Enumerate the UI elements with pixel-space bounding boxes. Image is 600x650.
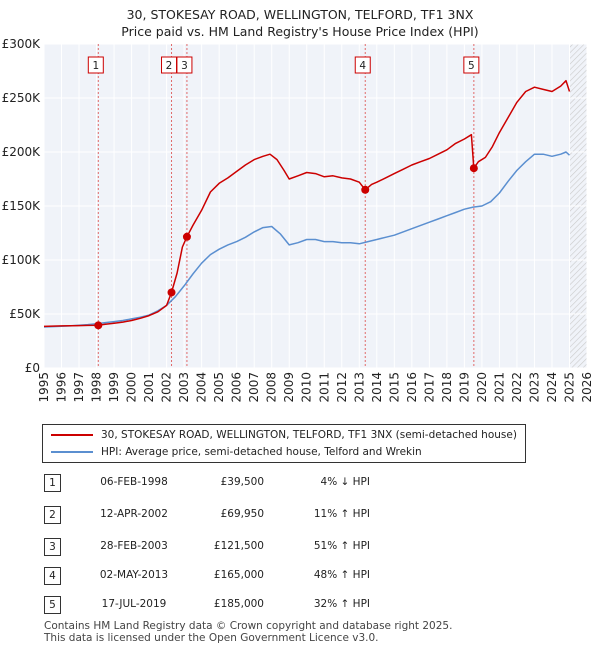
transaction-date: 02-MAY-2013 [99, 569, 169, 581]
transaction-row: 4 02-MAY-2013 £165,000 48% ↑ HPI [44, 567, 444, 587]
x-tick-label: 1998 [90, 372, 104, 403]
y-tick-label: £0 [25, 361, 40, 375]
property-price-line [43, 79, 571, 328]
x-tick-label: 2011 [317, 372, 331, 403]
transaction-price: £69,950 [220, 508, 264, 520]
price-chart: 1 2 3 4 5£0£50K£100K£150K£200K£250K£300K1995… [2, 37, 594, 403]
transaction-marker [361, 185, 370, 194]
x-tick-label: 2018 [440, 372, 454, 403]
x-tick-label: 2001 [142, 372, 156, 403]
x-tick-label: 2004 [195, 372, 209, 403]
x-tick-label: 2020 [475, 372, 489, 403]
transaction-label: 5 [468, 60, 475, 72]
transaction-date: 06-FEB-1998 [100, 476, 168, 488]
y-tick-label: £200K [2, 145, 42, 159]
transaction-number: 2 [44, 506, 61, 524]
transaction-label-box [87, 56, 104, 74]
x-tick-label: 2019 [457, 372, 471, 403]
x-tick-label: 1997 [72, 372, 86, 403]
transaction-label-box [463, 56, 480, 74]
x-tick-label: 2022 [510, 372, 524, 403]
transaction-hpi-change: 32% ↑ HPI [313, 598, 370, 610]
transaction-date: 28-FEB-2003 [100, 540, 168, 552]
chart-title: 30, STOKESAY ROAD, WELLINGTON, TELFORD, … [126, 7, 474, 22]
x-tick-label: 2000 [125, 372, 139, 403]
legend-label-property: 30, STOKESAY ROAD, WELLINGTON, TELFORD, … [101, 429, 517, 441]
transaction-label-box [176, 56, 193, 74]
transaction-row: 5 17-JUL-2019 £185,000 32% ↑ HPI [44, 596, 444, 616]
transaction-row: 1 06-FEB-1998 £39,500 4% ↓ HPI [44, 474, 444, 494]
transaction-label: 2 [166, 60, 173, 72]
transaction-label: 3 [181, 60, 188, 72]
transaction-label-box [354, 56, 371, 74]
legend-swatch-property [51, 434, 93, 436]
transaction-number: 5 [44, 596, 61, 614]
x-tick-label: 2016 [405, 372, 419, 403]
footer-licence: This data is licensed under the Open Gov… [44, 632, 379, 644]
x-tick-label: 2005 [212, 372, 226, 403]
x-tick-label: 2009 [282, 372, 296, 403]
x-tick-label: 2026 [580, 372, 594, 403]
chart-subtitle: Price paid vs. HM Land Registry's House … [121, 24, 479, 39]
y-tick-label: £250K [2, 91, 42, 105]
x-tick-label: 2014 [370, 372, 384, 403]
transaction-marker [182, 232, 191, 241]
hpi-line [43, 151, 571, 328]
transaction-price: £165,000 [213, 569, 264, 581]
legend-swatch-hpi [51, 451, 93, 453]
transaction-marker [167, 288, 176, 297]
transaction-hpi-change: 4% ↓ HPI [320, 476, 370, 488]
footer-copyright: Contains HM Land Registry data © Crown c… [44, 620, 453, 632]
transaction-date: 17-JUL-2019 [101, 598, 167, 610]
transaction-hpi-change: 48% ↑ HPI [313, 569, 370, 581]
transaction-label: 1 [92, 60, 99, 72]
transaction-row: 3 28-FEB-2003 £121,500 51% ↑ HPI [44, 538, 444, 558]
x-tick-label: 2010 [300, 372, 314, 403]
transaction-number: 4 [44, 567, 61, 585]
x-tick-label: 2024 [545, 372, 559, 403]
transaction-number: 1 [44, 474, 61, 492]
x-tick-label: 2025 [562, 372, 576, 403]
y-tick-label: £100K [2, 253, 42, 267]
transaction-hpi-change: 51% ↑ HPI [313, 540, 370, 552]
transaction-price: £185,000 [213, 598, 264, 610]
transaction-marker [94, 321, 103, 330]
legend: 30, STOKESAY ROAD, WELLINGTON, TELFORD, … [42, 424, 526, 463]
legend-label-hpi: HPI: Average price, semi-detached house,… [101, 446, 422, 458]
x-tick-label: 2002 [160, 372, 174, 403]
x-tick-label: 2012 [335, 372, 349, 403]
x-tick-label: 2008 [265, 372, 279, 403]
x-tick-label: 2015 [387, 372, 401, 403]
transaction-hpi-change: 11% ↑ HPI [313, 508, 370, 520]
transaction-date: 12-APR-2002 [100, 508, 168, 520]
transaction-price: £39,500 [220, 476, 264, 488]
x-tick-label: 2007 [247, 372, 261, 403]
y-tick-label: £150K [2, 199, 42, 213]
y-tick-label: £300K [2, 37, 42, 51]
x-tick-label: 2006 [230, 372, 244, 403]
transaction-marker [469, 164, 478, 173]
y-tick-label: £50K [9, 307, 41, 321]
transaction-row: 2 12-APR-2002 £69,950 11% ↑ HPI [44, 506, 444, 526]
x-tick-label: 2003 [177, 372, 191, 403]
x-tick-label: 1995 [37, 372, 51, 403]
transaction-number: 3 [44, 538, 61, 556]
x-tick-label: 1996 [55, 372, 69, 403]
x-tick-label: 2023 [527, 372, 541, 403]
x-tick-label: 2021 [492, 372, 506, 403]
transaction-price: £121,500 [213, 540, 264, 552]
transaction-label: 4 [359, 60, 366, 72]
x-tick-label: 2013 [352, 372, 366, 403]
x-tick-label: 1999 [107, 372, 121, 403]
x-tick-label: 2017 [422, 372, 436, 403]
